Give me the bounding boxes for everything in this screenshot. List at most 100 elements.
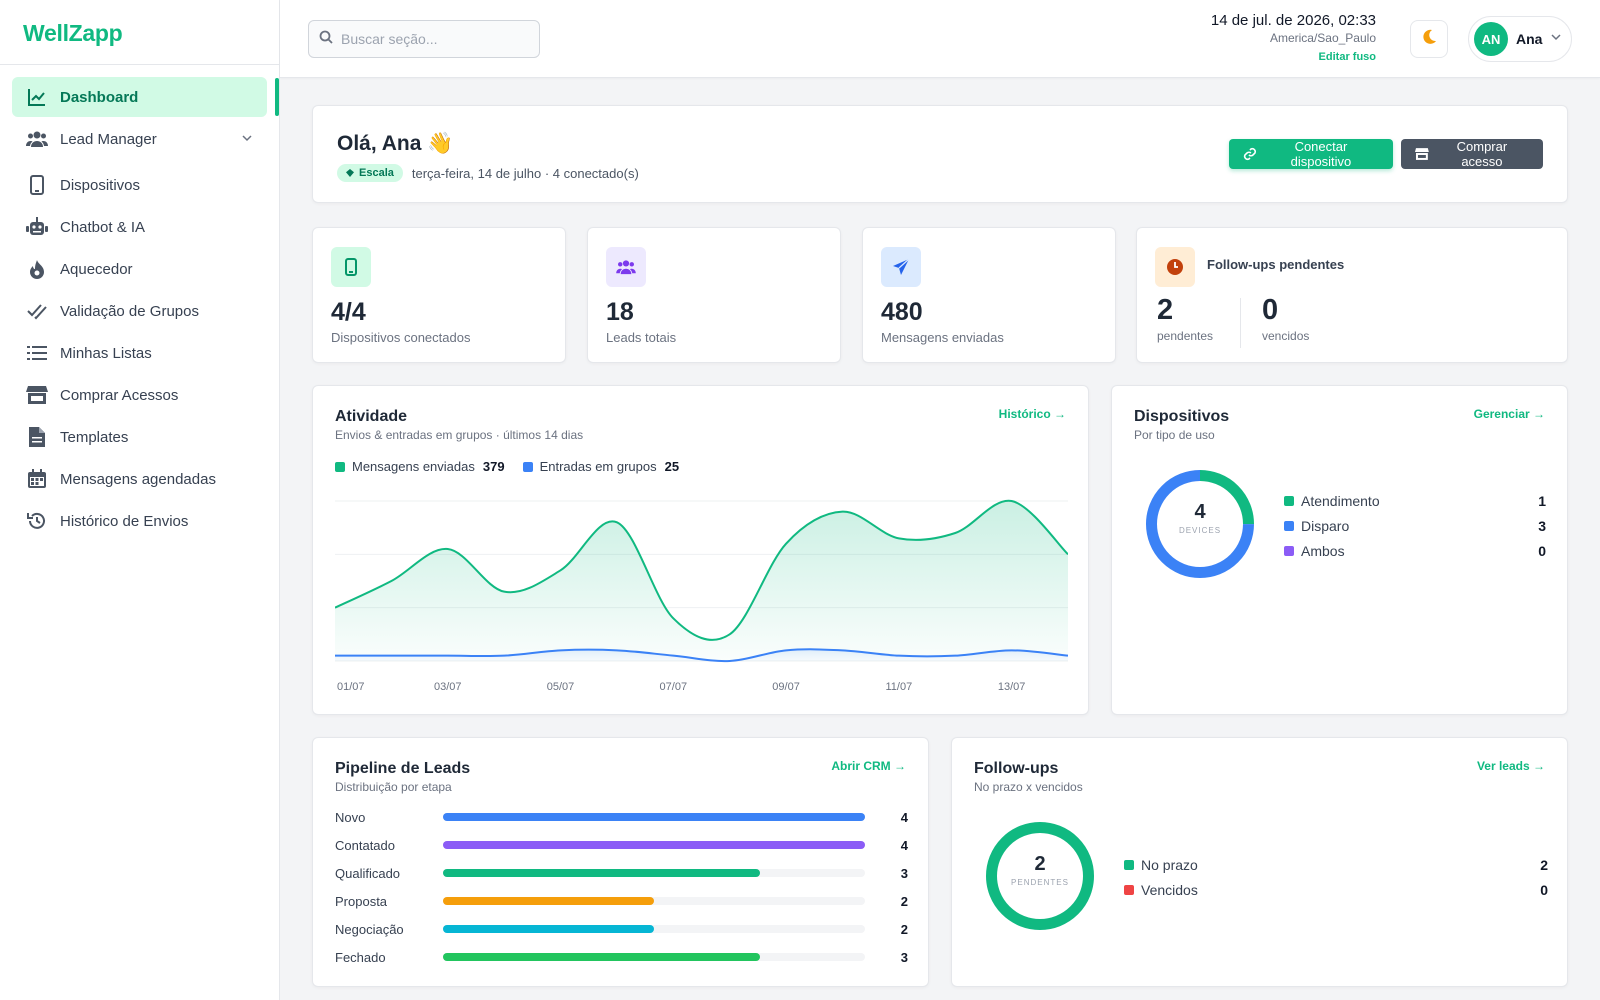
history-link[interactable]: Histórico →: [998, 407, 1066, 421]
divider: [1240, 298, 1241, 348]
sidebar-item-historico[interactable]: Histórico de Envios: [12, 501, 267, 541]
stat-card-leads: 18 Leads totais: [587, 227, 841, 363]
sidebar-item-label: Minhas Listas: [60, 344, 152, 362]
stat-card-devices: 4/4 Dispositivos conectados: [312, 227, 566, 363]
legend-label: Ambos: [1301, 542, 1345, 559]
card-title: Pipeline de Leads: [335, 760, 471, 777]
sidebar-item-label: Aquecedor: [60, 260, 133, 278]
pipeline-bar: [443, 841, 865, 849]
sidebar-item-label: Dashboard: [60, 88, 139, 106]
legend-swatch: [1284, 545, 1294, 556]
followups-donut-chart: [986, 822, 1094, 930]
theme-toggle-button[interactable]: [1410, 20, 1448, 58]
x-tick-label: 01/07: [337, 681, 365, 693]
manage-link[interactable]: Gerenciar →: [1473, 407, 1545, 421]
pipeline-stage-value: 2: [900, 893, 908, 909]
sidebar-item-validacao[interactable]: Validação de Grupos: [12, 291, 267, 331]
chevron-down-icon[interactable]: [241, 131, 253, 148]
sidebar: WellZapp Dashboard Lead Manager Disposit…: [0, 0, 280, 1000]
devices-card: Dispositivos Por tipo de uso Gerenciar →…: [1111, 385, 1568, 715]
user-name: Ana: [1516, 31, 1543, 47]
plan-badge-label: Escala: [359, 167, 394, 179]
mobile-icon: [26, 174, 48, 196]
card-subtitle: Distribuição por etapa: [335, 780, 452, 794]
series-line-1: [335, 648, 1068, 663]
search-box[interactable]: [308, 20, 540, 58]
pipeline-bar: [443, 953, 760, 961]
legend-item: Disparo 3: [1284, 513, 1546, 538]
buy-access-button[interactable]: Comprar acesso: [1401, 139, 1543, 169]
avatar: AN: [1474, 22, 1508, 56]
card-subtitle: Por tipo de uso: [1134, 428, 1215, 442]
donut-slice-1: [1146, 470, 1254, 578]
pipeline-stage-value: 3: [900, 865, 908, 881]
sidebar-nav: Dashboard Lead Manager Dispositivos Chat…: [0, 65, 279, 555]
sidebar-item-lead-manager[interactable]: Lead Manager: [12, 119, 267, 159]
calendar-icon: [26, 468, 48, 490]
clock: 14 de jul. de 2026, 02:33 America/Sao_Pa…: [1211, 12, 1376, 63]
welcome-card: Olá, Ana 👋 Escala terça-feira, 14 de jul…: [312, 105, 1568, 203]
pipeline-row: Fechado 3: [335, 947, 908, 967]
connect-device-button[interactable]: Conectar dispositivo: [1229, 139, 1393, 169]
pipeline-row: Contatado 4: [335, 835, 908, 855]
stat-value: 2: [1157, 294, 1174, 326]
stat-label: Dispositivos conectados: [331, 330, 471, 345]
sidebar-item-templates[interactable]: Templates: [12, 417, 267, 457]
brand-logo[interactable]: WellZapp: [0, 0, 279, 65]
view-leads-link[interactable]: Ver leads →: [1476, 759, 1545, 773]
devices-donut-chart: [1146, 470, 1254, 578]
sidebar-item-label: Dispositivos: [60, 176, 141, 194]
pipeline-bar: [443, 897, 654, 905]
followups-legend: No prazo 2 Vencidos 0: [1124, 852, 1548, 902]
followup-pending: 2 pendentes: [1157, 294, 1213, 343]
donut-center: 4 DEVICES: [1145, 501, 1255, 535]
stat-value: 0: [1262, 294, 1279, 326]
donut-center-label: DEVICES: [1178, 526, 1222, 535]
open-crm-link[interactable]: Abrir CRM →: [831, 759, 906, 773]
page-title: Olá, Ana 👋: [337, 132, 454, 155]
legend-total: 379: [482, 459, 505, 474]
pipeline-row: Qualificado 3: [335, 863, 908, 883]
pipeline-stage-value: 2: [900, 921, 908, 937]
sidebar-item-aquecedor[interactable]: Aquecedor: [12, 249, 267, 289]
stat-value: 4/4: [331, 298, 366, 326]
devices-legend: Atendimento 1 Disparo 3 Ambos 0: [1284, 488, 1546, 563]
legend-label: Disparo: [1301, 517, 1350, 534]
pipeline-row: Novo 4: [335, 807, 908, 827]
legend-item: Vencidos 0: [1124, 877, 1548, 902]
sidebar-item-agendadas[interactable]: Mensagens agendadas: [12, 459, 267, 499]
x-axis-ticks: 01/07 03/07 05/07 07/07 09/07 11/07 13/07: [335, 681, 1068, 697]
clock-icon: [1155, 247, 1195, 287]
welcome-subtitle-row: Escala terça-feira, 14 de julho · 4 cone…: [337, 164, 639, 182]
sidebar-item-chatbot[interactable]: Chatbot & IA: [12, 207, 267, 247]
legend-value: 0: [1538, 542, 1546, 559]
legend-value: 3: [1538, 517, 1546, 534]
legend-swatch: [1284, 520, 1294, 531]
x-tick-label: 11/07: [885, 681, 913, 693]
legend-value: 1: [1538, 492, 1546, 509]
pipeline-track: [443, 869, 865, 877]
stat-card-followups: Follow-ups pendentes 2 pendentes 0 venci…: [1136, 227, 1568, 363]
user-menu[interactable]: AN Ana: [1468, 16, 1572, 62]
edit-timezone-link[interactable]: Editar fuso: [1318, 51, 1376, 63]
pipeline-stage-label: Proposta: [335, 893, 388, 909]
pipeline-stage-label: Negociação: [335, 921, 404, 937]
sidebar-item-dispositivos[interactable]: Dispositivos: [12, 165, 267, 205]
pipeline-bar: [443, 813, 865, 821]
timezone-label: America/Sao_Paulo: [1269, 31, 1376, 45]
legend-swatch: [335, 461, 345, 472]
card-subtitle: No prazo x vencidos: [974, 780, 1083, 794]
sidebar-item-listas[interactable]: Minhas Listas: [12, 333, 267, 373]
sidebar-item-dashboard[interactable]: Dashboard: [12, 77, 267, 117]
sidebar-item-comprar[interactable]: Comprar Acessos: [12, 375, 267, 415]
sidebar-item-label: Histórico de Envios: [60, 512, 189, 530]
pipeline-track: [443, 813, 865, 821]
sidebar-item-label: Comprar Acessos: [60, 386, 179, 404]
legend-item: Atendimento 1: [1284, 488, 1546, 513]
x-tick-label: 07/07: [659, 681, 688, 693]
file-icon: [26, 426, 48, 448]
pipeline-stage-label: Qualificado: [335, 865, 401, 881]
store-icon: [1415, 148, 1429, 160]
search-input[interactable]: [341, 31, 531, 47]
stat-card-messages: 480 Mensagens enviadas: [862, 227, 1116, 363]
